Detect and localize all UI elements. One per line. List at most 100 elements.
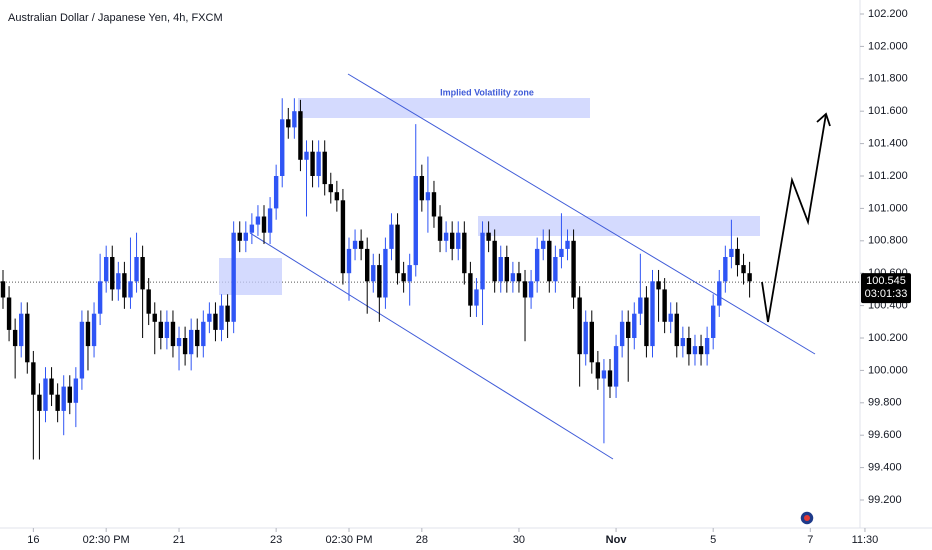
candle-body — [626, 321, 631, 338]
candle-body — [443, 232, 449, 241]
y-tick-label: 99.800 — [868, 397, 902, 409]
candle-body — [656, 281, 661, 290]
candle-body — [140, 257, 145, 290]
candle-body — [650, 281, 655, 347]
candle-body — [267, 208, 273, 233]
candle-body — [225, 305, 230, 322]
candle-body — [280, 119, 285, 176]
candle-body — [613, 346, 619, 387]
candle-body — [741, 265, 746, 274]
candle-body — [310, 151, 315, 176]
countdown-label: 03:01:33 — [865, 288, 908, 300]
candle-body — [188, 329, 194, 355]
candle-body — [298, 111, 303, 160]
candle-body — [213, 313, 218, 330]
candle-body — [735, 248, 740, 266]
candle-body — [243, 232, 248, 241]
x-tick-label: 02:30 PM — [83, 534, 130, 546]
candle-body — [474, 289, 479, 306]
candle-body — [668, 313, 673, 322]
candle-body — [686, 338, 692, 355]
candle-body — [383, 248, 388, 298]
candle-body — [61, 386, 66, 411]
candle-body — [43, 378, 48, 411]
candle-body — [152, 313, 157, 322]
candle-body — [110, 257, 115, 290]
candle-body — [0, 281, 6, 298]
candle-body — [67, 386, 72, 403]
candle-body — [219, 305, 224, 330]
candle-body — [389, 224, 394, 249]
candle-body — [644, 297, 649, 347]
candle-body — [201, 321, 206, 347]
candle-body — [286, 119, 291, 128]
candle-body — [498, 257, 503, 282]
candle-body — [346, 248, 352, 274]
candle-body — [492, 240, 497, 282]
candle-body — [322, 151, 327, 185]
y-tick-label: 100.000 — [868, 364, 908, 376]
candle-body — [261, 216, 267, 233]
channel-lower — [249, 232, 614, 460]
candle-body — [158, 321, 164, 338]
chart-title: Australian Dollar / Japanese Yen, 4h, FX… — [8, 12, 223, 24]
candle-body — [37, 394, 42, 411]
x-tick-label: 02:30 PM — [325, 534, 372, 546]
candle-body — [358, 240, 364, 249]
candle-body — [97, 281, 103, 314]
candle-body — [31, 362, 36, 395]
candle-body — [589, 321, 594, 363]
candle-body — [698, 346, 704, 355]
candle-body — [25, 313, 30, 363]
candle-body — [237, 232, 242, 241]
candle-body — [6, 297, 12, 330]
candle-body — [334, 192, 340, 201]
candle-body — [19, 313, 24, 347]
candle-body — [577, 297, 582, 355]
candle-body — [401, 273, 406, 282]
candle-body — [468, 273, 473, 306]
x-tick-label: 11:30 — [852, 534, 879, 546]
candle-body — [134, 257, 139, 282]
x-tick-label: 28 — [416, 534, 428, 546]
candle-body — [710, 305, 716, 338]
candle-body — [128, 281, 133, 298]
candle-body — [413, 176, 418, 266]
candle-body — [316, 151, 321, 176]
candle-body — [146, 289, 151, 314]
candle-body — [176, 338, 182, 347]
x-tick-label: 7 — [807, 534, 813, 546]
candle-body — [607, 370, 613, 387]
candle-body — [103, 257, 109, 282]
candle-body — [73, 378, 79, 403]
candle-body — [619, 321, 625, 347]
channel-upper — [347, 73, 816, 355]
projection-path — [761, 113, 827, 323]
candle-body — [425, 192, 431, 201]
candle-body — [510, 273, 516, 282]
candle-body — [541, 240, 546, 249]
candle-body — [170, 321, 176, 347]
candle-body — [49, 378, 54, 395]
projection-arrow — [761, 112, 831, 323]
y-tick-label: 101.000 — [868, 202, 908, 214]
candle-body — [704, 338, 710, 355]
candle-body — [437, 216, 443, 241]
y-tick-label: 99.600 — [868, 429, 902, 441]
flag-icon-dot — [804, 515, 810, 521]
y-tick-label: 101.600 — [868, 105, 908, 117]
candle-body — [116, 273, 121, 290]
candle-body — [365, 248, 370, 282]
candle-body — [583, 321, 588, 355]
candle-body — [571, 240, 576, 298]
support-zone — [219, 258, 282, 295]
y-tick-label: 101.400 — [868, 138, 908, 150]
x-tick-label: 23 — [270, 534, 282, 546]
x-tick-label: Nov — [606, 534, 628, 546]
candle-body — [559, 248, 564, 257]
candle-body — [164, 321, 170, 338]
candle-body — [292, 111, 297, 128]
candle-body — [723, 257, 728, 282]
